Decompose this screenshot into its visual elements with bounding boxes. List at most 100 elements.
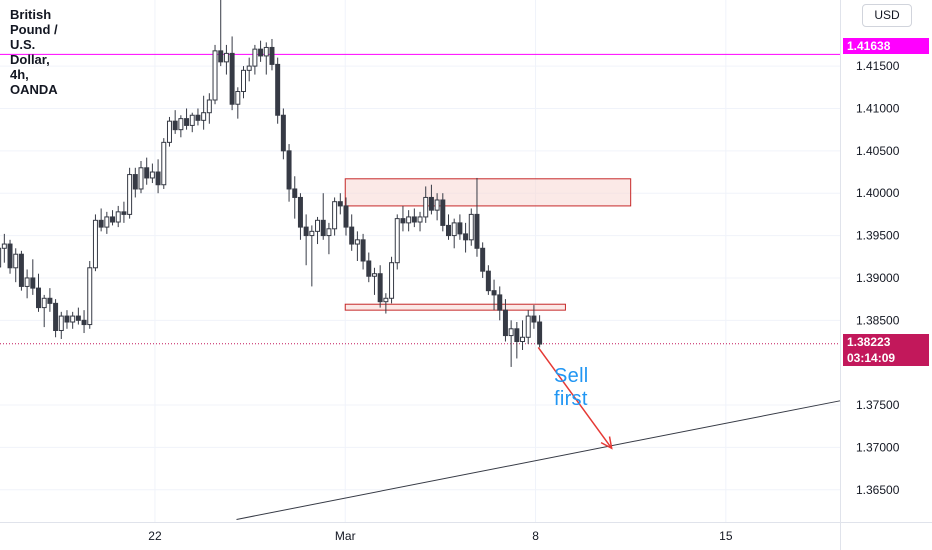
candle	[155, 159, 161, 194]
candle	[121, 201, 127, 223]
candle	[0, 247, 2, 268]
candle-body-up	[1, 243, 7, 249]
sell-first-annotation[interactable]: Sell first	[554, 365, 589, 410]
candle	[252, 44, 258, 75]
candle-body-up	[525, 315, 531, 338]
candle	[451, 218, 457, 249]
candle	[440, 193, 446, 232]
candle	[206, 93, 212, 124]
candle-body-up	[434, 199, 440, 211]
candle-body-up	[383, 297, 389, 303]
arrow-shaft	[537, 346, 613, 449]
candle	[195, 108, 201, 126]
candle	[64, 310, 70, 329]
candle	[280, 108, 286, 160]
candle	[349, 214, 355, 251]
candle	[468, 208, 474, 246]
candle-body-down	[303, 226, 309, 237]
candle	[144, 157, 150, 185]
candle	[383, 293, 389, 314]
candle	[332, 197, 338, 236]
candle-body-down	[64, 315, 70, 323]
candle	[434, 193, 440, 221]
candle-body-down	[292, 188, 298, 198]
candle	[520, 320, 526, 350]
candle	[406, 210, 412, 232]
arrow-head	[600, 436, 613, 450]
candle-body-down	[457, 222, 463, 235]
candle	[178, 115, 184, 138]
candle-body-down	[132, 174, 138, 190]
candle	[30, 259, 36, 295]
candle-body-up	[241, 69, 246, 93]
candle	[514, 322, 520, 359]
candle-body-up	[451, 222, 457, 237]
candle-body-up	[315, 219, 321, 232]
y-tick-label: 1.41000	[856, 101, 900, 115]
candle-body-down	[411, 216, 417, 223]
candle-body-down	[81, 319, 87, 326]
candle	[218, 0, 224, 67]
candle-body-down	[337, 201, 343, 207]
candle-body-up	[189, 114, 195, 126]
candle	[229, 36, 235, 111]
candle	[81, 310, 87, 334]
candle-body-down	[18, 253, 24, 287]
candle-body-down	[275, 63, 281, 116]
candle	[394, 214, 400, 270]
bar-countdown-label: 03:14:09	[843, 350, 929, 366]
candle	[24, 269, 30, 299]
candle	[47, 288, 53, 312]
resistance-zone	[344, 178, 632, 207]
candle-body-up	[58, 315, 64, 331]
y-tick-label: 1.38500	[856, 313, 900, 327]
candle-body-up	[394, 218, 400, 264]
candle-body-up	[354, 239, 360, 245]
candle	[212, 44, 218, 105]
candle	[360, 233, 366, 270]
candle-body-up	[149, 171, 155, 179]
candle-body-up	[70, 315, 76, 323]
candle-body-down	[497, 294, 503, 311]
candle	[246, 57, 252, 82]
candle-body-up	[371, 273, 377, 277]
y-tick-label: 1.40000	[856, 186, 900, 200]
candle-body-up	[127, 174, 133, 215]
candle-body-down	[286, 150, 292, 190]
currency-button[interactable]: USD	[862, 4, 912, 27]
candle-body-up	[389, 262, 395, 299]
last-price-label: 1.38223	[843, 334, 929, 350]
candle	[525, 310, 531, 345]
candle	[41, 294, 47, 328]
candle-body-up	[41, 297, 47, 309]
candle-body-down	[349, 226, 355, 245]
candle-body-down	[320, 219, 326, 237]
candle-body-down	[47, 297, 53, 304]
candle	[446, 214, 451, 240]
candle-body-down	[7, 243, 13, 269]
y-tick-label: 1.37500	[856, 398, 900, 412]
candle-body-down	[531, 315, 537, 323]
candle	[497, 286, 503, 321]
candle	[428, 184, 434, 215]
x-tick-label: 22	[148, 529, 162, 543]
candle-body-up	[332, 201, 338, 230]
candle	[326, 222, 332, 255]
candle	[389, 256, 395, 304]
candle	[320, 193, 326, 240]
candle	[75, 307, 81, 325]
candle	[315, 216, 321, 245]
candle	[166, 116, 172, 147]
candle	[354, 231, 360, 261]
x-tick-label: 8	[532, 529, 539, 543]
candle-body-down	[343, 205, 349, 228]
candle-body-up	[212, 50, 218, 101]
candle	[7, 239, 13, 274]
candle-body-up	[246, 65, 252, 71]
candle	[36, 273, 41, 312]
candle-body-down	[36, 287, 41, 309]
candle-body-down	[297, 196, 303, 228]
candle-body-down	[184, 118, 190, 126]
candle-body-down	[155, 171, 161, 186]
